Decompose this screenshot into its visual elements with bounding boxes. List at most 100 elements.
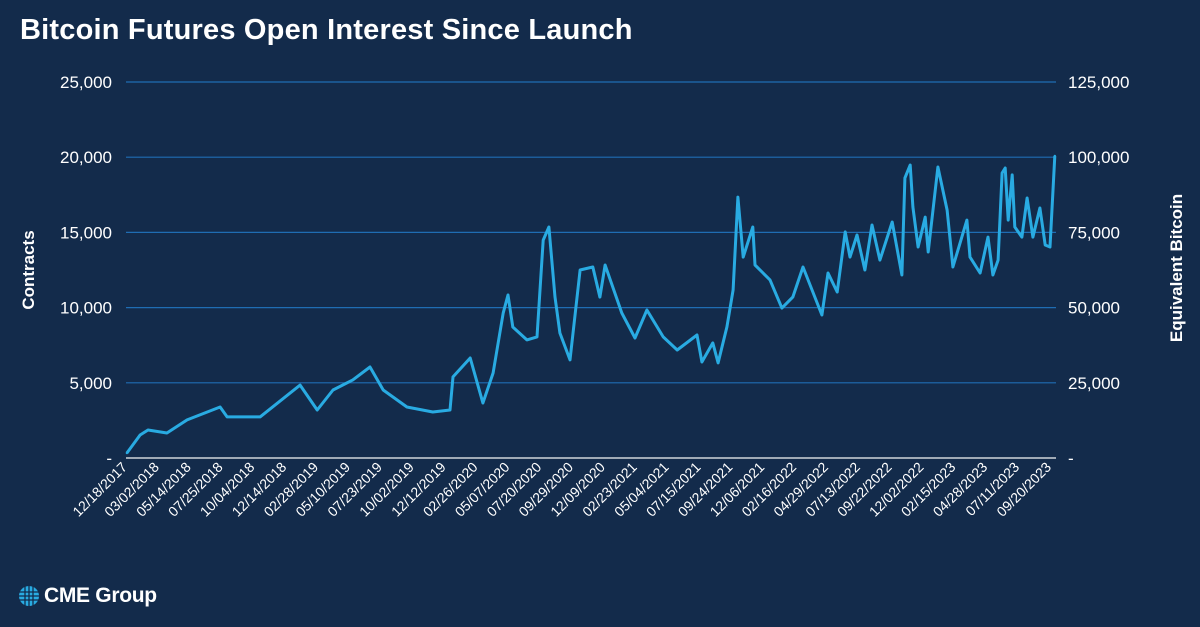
data-point (125, 451, 129, 455)
data-point (1038, 206, 1042, 210)
data-point (741, 255, 745, 259)
data-point (661, 335, 665, 339)
data-point (506, 293, 510, 297)
data-point (598, 295, 602, 299)
data-point (731, 288, 735, 292)
y-tick-label: 5,000 (69, 374, 112, 393)
data-point (991, 273, 995, 277)
data-point (1010, 173, 1014, 177)
data-point (836, 290, 839, 294)
data-point (753, 263, 757, 267)
y-tick-label: 25,000 (60, 73, 112, 92)
data-point (945, 208, 949, 212)
data-point (1007, 218, 1010, 222)
data-point (1053, 154, 1057, 158)
data-point (451, 375, 455, 379)
y2-tick-label: 75,000 (1068, 223, 1120, 242)
data-point (700, 360, 704, 364)
data-point (911, 205, 915, 209)
data-point (951, 265, 955, 269)
chart-title: Bitcoin Futures Open Interest Since Laun… (20, 14, 633, 46)
data-point (927, 250, 930, 254)
data-point (1043, 243, 1047, 247)
data-point (541, 238, 545, 242)
data-point (968, 255, 972, 259)
data-point (298, 383, 302, 387)
data-point (633, 336, 637, 340)
data-point (351, 378, 355, 382)
data-point (820, 313, 824, 317)
data-point (1020, 235, 1024, 239)
data-point (1013, 225, 1017, 229)
data-point (909, 163, 912, 167)
data-point (645, 308, 649, 312)
data-point (468, 356, 472, 360)
data-point (620, 311, 624, 315)
data-point (1025, 196, 1029, 200)
data-point (900, 273, 904, 277)
data-point (725, 325, 729, 329)
data-point (558, 331, 562, 335)
y2-tick-label: 50,000 (1068, 299, 1120, 318)
data-point (936, 165, 940, 169)
cme-group-logo: CME Group (18, 584, 157, 608)
y2-axis-title: Equivalent Bitcoin (1167, 194, 1186, 342)
data-point (965, 218, 969, 222)
data-point (1031, 235, 1035, 239)
data-point (1048, 245, 1052, 249)
data-point (331, 388, 335, 392)
data-point (185, 418, 189, 422)
data-point (870, 223, 874, 227)
data-point (225, 415, 229, 419)
data-point (986, 235, 990, 239)
data-point (878, 258, 882, 262)
data-point (751, 225, 755, 229)
data-point (676, 348, 679, 352)
data-point (553, 295, 557, 299)
data-point (863, 268, 867, 272)
data-point (826, 271, 830, 275)
globe-icon (19, 586, 39, 606)
data-point (591, 265, 595, 269)
data-point (568, 358, 572, 362)
data-point (716, 361, 720, 365)
data-point (258, 415, 262, 419)
y-tick-label: 10,000 (60, 299, 112, 318)
data-point (923, 215, 927, 219)
data-point (848, 255, 852, 259)
data-point (138, 433, 142, 437)
y2-tick-label: 25,000 (1068, 374, 1120, 393)
y-tick-label: 20,000 (60, 148, 112, 167)
data-point (1003, 166, 1007, 170)
y-axis-ticks: - 5,000 10,000 15,000 20,000 25,000 (60, 73, 112, 468)
y2-axis-ticks: - 25,000 50,000 75,000 100,000 125,000 (1068, 73, 1129, 468)
y-tick-label: 15,000 (60, 223, 112, 242)
data-point (525, 338, 529, 342)
data-point (481, 401, 485, 405)
data-point (916, 245, 920, 249)
y2-tick-label: 100,000 (1068, 148, 1129, 167)
y2-tick-label: 125,000 (1068, 73, 1129, 92)
data-point (316, 408, 319, 412)
data-point (791, 295, 795, 299)
y2-tick-label: - (1068, 449, 1074, 468)
y-tick-label: - (106, 449, 112, 468)
data-point (1000, 171, 1004, 175)
data-point (768, 278, 772, 282)
data-point (780, 306, 784, 310)
data-point (405, 405, 409, 409)
data-point (218, 405, 222, 409)
data-point (146, 428, 150, 432)
data-point (491, 371, 495, 375)
data-point (368, 365, 372, 369)
logo-text: CME Group (44, 584, 157, 607)
data-point (695, 333, 699, 337)
series-line (125, 155, 1057, 454)
data-point (736, 195, 740, 199)
data-point (448, 408, 452, 412)
data-point (381, 388, 385, 392)
data-point (165, 431, 169, 435)
data-point (578, 268, 582, 272)
gridlines (126, 81, 1056, 459)
data-point (996, 258, 1000, 262)
